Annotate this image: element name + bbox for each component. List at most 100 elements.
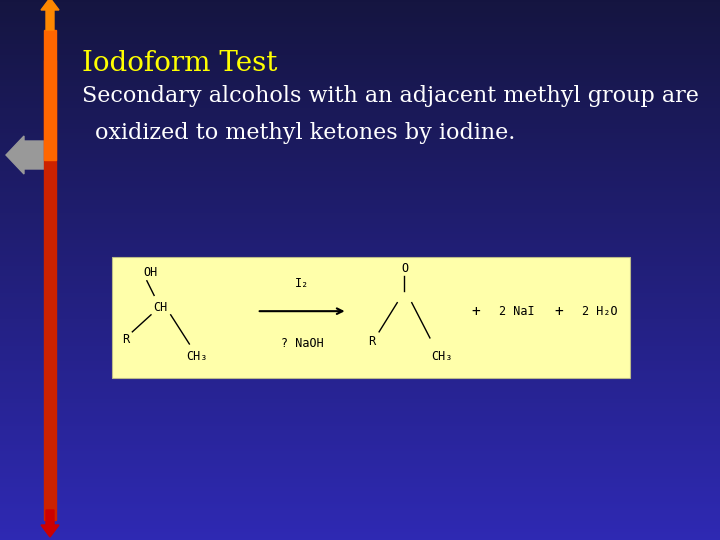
Bar <box>0 312 720 314</box>
Bar <box>0 300 720 302</box>
Text: OH: OH <box>143 266 158 279</box>
Bar <box>0 512 720 515</box>
Bar <box>0 40 720 42</box>
Bar <box>0 470 720 472</box>
Bar <box>0 536 720 538</box>
Bar <box>0 4 720 6</box>
Bar <box>0 329 720 331</box>
Bar <box>0 338 720 340</box>
Bar <box>0 270 720 272</box>
Bar <box>0 367 720 369</box>
Bar <box>0 80 720 82</box>
Bar <box>0 118 720 120</box>
Bar <box>0 417 720 420</box>
Bar <box>0 211 720 213</box>
Bar <box>0 316 720 319</box>
Bar <box>0 196 720 198</box>
Bar <box>0 507 720 508</box>
Bar <box>0 188 720 190</box>
Bar <box>0 175 720 177</box>
Bar <box>0 23 720 25</box>
Bar <box>0 124 720 126</box>
Bar <box>0 321 720 323</box>
Bar <box>0 500 720 502</box>
Bar <box>0 438 720 441</box>
Text: oxidized to methyl ketones by iodine.: oxidized to methyl ketones by iodine. <box>95 122 516 144</box>
Bar <box>0 295 720 298</box>
Bar <box>0 105 720 107</box>
Bar <box>0 42 720 44</box>
Bar <box>0 409 720 411</box>
Bar <box>0 129 720 131</box>
Bar <box>0 232 720 234</box>
Bar <box>0 489 720 491</box>
Bar <box>0 333 720 335</box>
Bar <box>0 114 720 116</box>
Bar <box>0 110 720 112</box>
Bar <box>0 372 720 373</box>
Bar <box>0 496 720 498</box>
Bar <box>0 314 720 316</box>
Bar <box>0 30 720 32</box>
Bar <box>0 348 720 350</box>
Bar <box>0 276 720 279</box>
Bar <box>0 177 720 179</box>
Bar <box>0 420 720 422</box>
Bar <box>0 53 720 55</box>
Bar <box>0 407 720 409</box>
Bar <box>0 534 720 536</box>
Bar <box>0 171 720 173</box>
Bar <box>0 165 720 167</box>
Bar <box>0 78 720 80</box>
Bar <box>0 445 720 447</box>
FancyArrow shape <box>6 136 52 174</box>
Bar <box>0 89 720 91</box>
Bar <box>0 245 720 247</box>
Bar <box>0 498 720 500</box>
Bar <box>0 483 720 485</box>
Bar <box>0 475 720 477</box>
Bar <box>0 15 720 17</box>
Bar <box>0 74 720 76</box>
Bar <box>0 137 720 139</box>
Bar <box>0 359 720 361</box>
Bar <box>0 449 720 451</box>
Bar <box>0 430 720 433</box>
Bar <box>0 168 720 171</box>
Bar <box>0 264 720 266</box>
Text: +: + <box>471 303 480 319</box>
Bar <box>0 200 720 202</box>
Bar <box>0 377 720 380</box>
Text: 2 H₂O: 2 H₂O <box>582 305 618 318</box>
Bar <box>0 266 720 268</box>
Bar <box>0 28 720 30</box>
Bar <box>0 528 720 529</box>
Bar <box>0 190 720 192</box>
Bar <box>0 209 720 211</box>
Bar <box>0 144 720 146</box>
Bar <box>0 424 720 426</box>
Bar <box>0 86 720 89</box>
Text: R: R <box>368 335 375 348</box>
Bar <box>0 285 720 287</box>
Bar <box>0 414 720 416</box>
Bar <box>0 65 720 68</box>
Bar <box>0 167 720 168</box>
Bar <box>0 21 720 23</box>
Bar <box>0 487 720 489</box>
Bar <box>0 340 720 342</box>
Bar <box>0 76 720 78</box>
Bar <box>0 323 720 325</box>
Bar <box>0 481 720 483</box>
Bar <box>0 466 720 468</box>
Bar <box>0 261 720 264</box>
Bar <box>0 72 720 74</box>
Bar <box>0 59 720 61</box>
Bar <box>0 150 720 152</box>
Bar <box>0 181 720 184</box>
Bar <box>0 519 720 521</box>
Bar <box>0 302 720 303</box>
Text: CH₃: CH₃ <box>186 349 208 363</box>
Bar <box>0 386 720 388</box>
Bar <box>0 303 720 306</box>
